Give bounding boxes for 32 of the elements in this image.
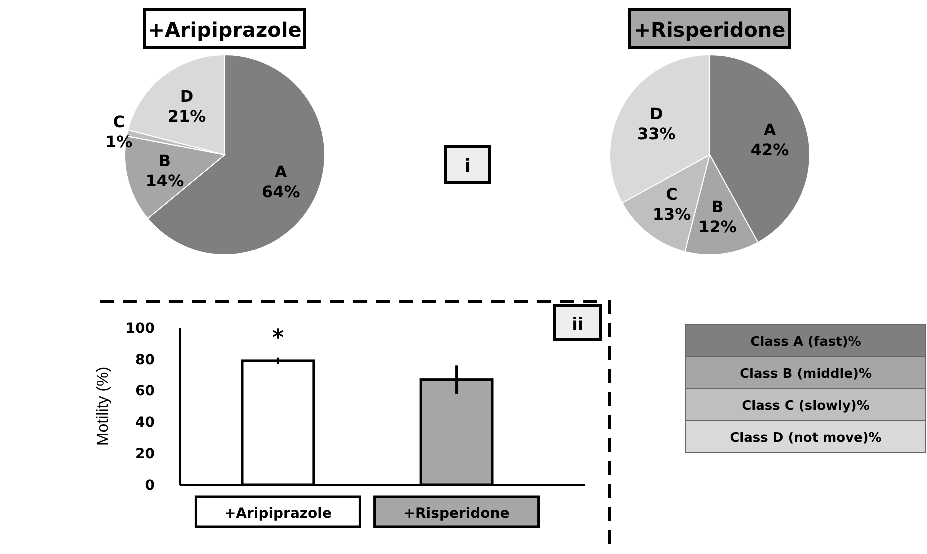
- text: Class C (slowly)%: [742, 399, 870, 414]
- annotation: ii: [572, 315, 584, 335]
- slice-label: D: [180, 87, 194, 106]
- slice-label: A: [764, 120, 777, 140]
- data-label: 1%: [106, 132, 133, 152]
- y-tick-label: 60: [136, 384, 156, 400]
- y-tick-label: 20: [136, 446, 156, 462]
- slice-label: C: [113, 112, 125, 132]
- y-tick-label: 100: [126, 320, 156, 337]
- data-label: 64%: [262, 182, 300, 202]
- slice-label: B: [712, 198, 724, 217]
- text: Class D (not move)%: [730, 431, 882, 446]
- chart-title: +Risperidone: [634, 18, 786, 42]
- text: Class A (fast)%: [750, 335, 862, 350]
- data-label: 21%: [168, 107, 206, 126]
- data-label: 12%: [698, 218, 737, 237]
- data-label: 14%: [146, 171, 184, 190]
- slice-label: A: [274, 162, 288, 182]
- y-axis-title: Motility (%): [95, 366, 112, 446]
- data-label: 42%: [750, 140, 790, 160]
- slice-label: B: [158, 151, 172, 170]
- y-tick-label: 80: [136, 352, 156, 368]
- annotation: *: [272, 326, 284, 351]
- data-label: 33%: [637, 124, 676, 144]
- y-tick-label: 0: [145, 478, 156, 494]
- text: i: [464, 156, 472, 177]
- chart-title: +Aripiprazole: [148, 18, 302, 42]
- slice-label: D: [650, 104, 664, 124]
- text: Class B (middle)%: [740, 367, 872, 382]
- data-label: 13%: [652, 204, 692, 224]
- slice-label: C: [666, 184, 678, 204]
- y-tick-label: 40: [136, 415, 156, 432]
